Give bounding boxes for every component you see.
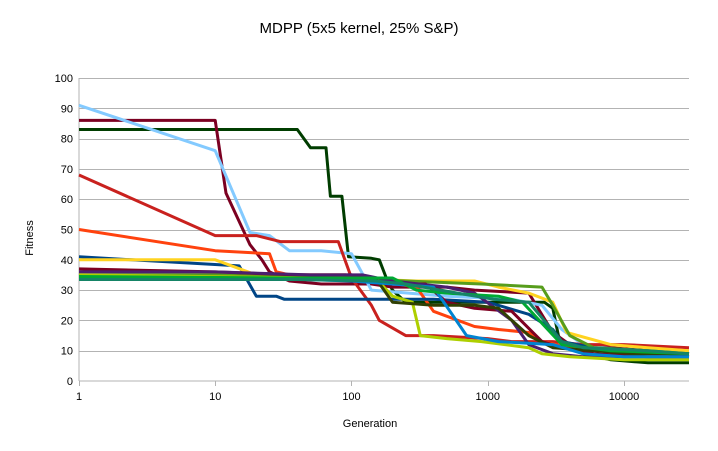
x-axis-label: Generation: [343, 418, 397, 430]
y-axis-label: Fitness: [24, 220, 36, 256]
y-tick-labels: 0 10 20 30 40 50 60 70 80 90 100: [55, 73, 73, 388]
x-tick-label: 100: [342, 391, 360, 403]
y-tick-label: 90: [61, 103, 73, 115]
axes: [78, 78, 689, 382]
series-line-3: [78, 103, 689, 353]
x-tick-label: 1: [76, 391, 82, 403]
x-tick-labels: 1 10 100 1000 10000: [76, 381, 639, 403]
y-tick-label: 100: [55, 73, 73, 85]
series-line-1: [79, 128, 689, 365]
series-line-15: [79, 278, 690, 356]
y-tick-label: 70: [61, 164, 73, 176]
series-lines: [78, 103, 690, 365]
series-line-2: [79, 118, 690, 356]
chart-title: MDPP (5x5 kernel, 25% S&P): [260, 20, 459, 37]
y-tick-label: 0: [67, 376, 73, 388]
x-tick-label: 1000: [476, 391, 500, 403]
x-tick-label: 10000: [609, 391, 640, 403]
y-tick-label: 20: [61, 315, 73, 327]
y-tick-label: 80: [61, 134, 73, 146]
y-tick-label: 60: [61, 194, 73, 206]
y-tick-label: 10: [61, 346, 73, 358]
y-tick-label: 40: [61, 255, 73, 267]
y-tick-label: 50: [61, 225, 73, 237]
y-tick-label: 30: [61, 285, 73, 297]
x-tick-label: 10: [209, 391, 221, 403]
